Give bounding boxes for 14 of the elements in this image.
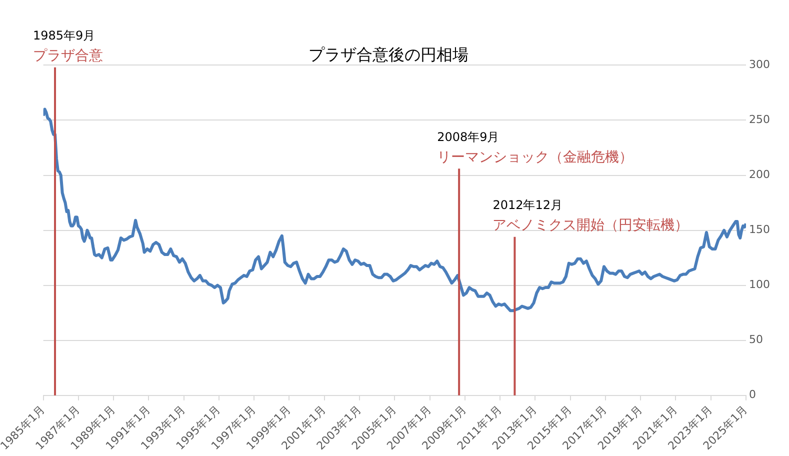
y-tick-label: 0 — [749, 388, 756, 402]
y-tick-label: 250 — [749, 113, 770, 126]
ref-line-label: プラザ合意 — [33, 48, 104, 64]
y-tick-label: 100 — [749, 278, 770, 292]
annotation: 2008年9月 — [437, 130, 500, 144]
annotation: 1985年9月 — [33, 28, 96, 43]
annotation: 2012年12月 — [492, 198, 563, 212]
y-tick-label: 200 — [749, 168, 770, 182]
ref-line-label: リーマンショック（金融危機） — [437, 149, 634, 166]
ref-line-label: アベノミクス開始（円安転機） — [492, 218, 689, 234]
y-tick-label: 50 — [749, 333, 764, 346]
chart-title: プラザ合意後の円相場 — [308, 44, 468, 64]
y-tick-label: 300 — [749, 58, 770, 72]
y-tick-label: 150 — [749, 223, 770, 236]
